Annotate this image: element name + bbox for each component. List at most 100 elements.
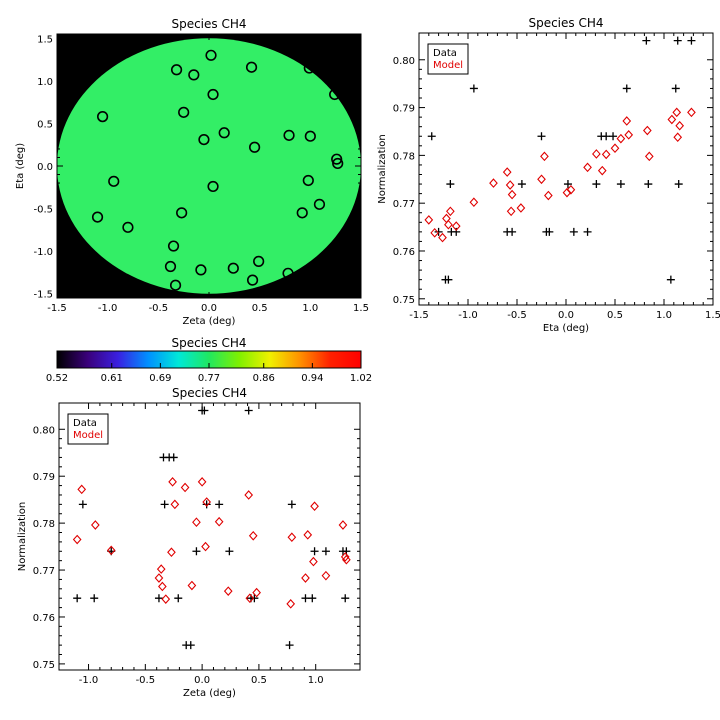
x-tick-label: -1.5: [409, 310, 429, 321]
model-marker: [321, 570, 331, 581]
model-marker: [338, 520, 348, 530]
model-marker: [156, 564, 166, 574]
data-marker: [537, 132, 546, 141]
model-marker: [673, 132, 683, 143]
data-marker: [308, 594, 317, 603]
y-tick-label: 0.80: [393, 56, 415, 67]
y-tick-label: 0.0: [37, 162, 53, 173]
x-axis-label: Zeta (deg): [183, 316, 236, 327]
data-marker: [90, 594, 99, 603]
source-marker: [329, 88, 341, 101]
chart-title: Species CH4: [528, 16, 603, 30]
data-marker: [469, 84, 478, 93]
model-marker: [469, 197, 479, 208]
data-marker: [622, 84, 631, 93]
model-marker: [505, 180, 515, 190]
model-marker: [167, 547, 176, 558]
model-marker: [430, 227, 440, 238]
model-marker: [180, 482, 190, 493]
y-tick-label: 1.0: [37, 77, 53, 88]
model-marker: [592, 149, 601, 159]
model-marker: [161, 594, 171, 604]
source-marker: [195, 264, 207, 276]
data-marker: [78, 500, 87, 509]
source-marker: [108, 175, 120, 187]
model-marker: [310, 501, 319, 512]
model-marker: [601, 149, 611, 160]
x-axis-label: Eta (deg): [543, 323, 589, 334]
plot-frame: [58, 402, 361, 671]
source-marker: [249, 141, 261, 153]
data-marker: [287, 500, 296, 509]
model-marker: [342, 554, 351, 565]
model-marker: [489, 178, 498, 188]
data-marker: [545, 227, 554, 236]
data-marker: [508, 227, 517, 236]
x-tick-label: 1.0: [656, 310, 672, 321]
model-marker: [192, 517, 201, 528]
model-marker: [502, 167, 512, 177]
source-marker: [296, 207, 308, 219]
model-marker: [446, 206, 455, 217]
source-marker: [283, 129, 295, 141]
field-of-view: [57, 38, 361, 294]
colorbar-panel: Species CH4 0.52 0.61 0.69 0.77 0.86 0.94 1.02: [46, 336, 372, 384]
model-marker: [672, 107, 682, 118]
legend-entry: Model: [73, 430, 103, 441]
data-marker: [446, 180, 455, 189]
x-tick-label: 0.0: [201, 303, 217, 314]
source-marker: [178, 106, 190, 118]
data-marker: [673, 36, 682, 45]
data-marker: [321, 547, 330, 556]
model-marker: [301, 573, 310, 583]
data-marker: [200, 406, 209, 415]
y-tick-label: 0.5: [37, 119, 53, 130]
x-tick-label: -1.0: [79, 675, 99, 686]
model-marker: [597, 165, 607, 176]
data-marker: [517, 180, 526, 189]
data-marker: [215, 500, 224, 509]
legend-box: [427, 43, 469, 75]
chart-title: Species CH4: [171, 17, 246, 31]
model-marker: [201, 541, 210, 552]
x-tick-label: 0.0: [558, 310, 574, 321]
colorbar-tick-label: 0.77: [198, 373, 220, 384]
data-marker: [609, 132, 618, 141]
model-marker: [170, 499, 180, 510]
data-marker: [301, 594, 310, 603]
x-tick-label: 0.5: [607, 310, 623, 321]
data-marker: [73, 594, 82, 603]
source-marker: [303, 62, 315, 74]
x-tick-label: 0.5: [252, 303, 268, 314]
data-marker: [192, 547, 201, 556]
model-marker: [72, 534, 82, 545]
x-tick-label: 1.5: [705, 310, 720, 321]
source-marker: [207, 88, 219, 101]
data-marker: [202, 500, 211, 509]
legend-entry: Data: [73, 418, 97, 429]
model-marker: [507, 189, 517, 200]
legend-entry: Model: [433, 60, 463, 71]
model-marker: [197, 477, 207, 487]
y-tick-label: 0.80: [33, 425, 55, 436]
model-marker: [252, 587, 261, 598]
data-marker: [642, 36, 651, 45]
model-marker: [610, 143, 620, 154]
x-tick-label: -1.5: [47, 303, 67, 314]
chart-title: Species CH4: [172, 386, 247, 400]
source-marker: [167, 240, 180, 252]
source-marker: [332, 157, 344, 170]
source-marker: [302, 174, 314, 187]
model-marker: [675, 120, 685, 131]
source-marker: [331, 153, 343, 165]
source-marker: [169, 279, 182, 291]
data-marker: [174, 594, 183, 603]
data-marker: [592, 180, 601, 189]
model-marker: [309, 556, 318, 567]
x-tick-label: 0.5: [251, 675, 267, 686]
x-tick-label: -0.5: [149, 303, 169, 314]
x-tick-label: -1.0: [98, 303, 118, 314]
y-tick-label: 0.79: [33, 472, 55, 483]
model-marker: [643, 125, 652, 136]
